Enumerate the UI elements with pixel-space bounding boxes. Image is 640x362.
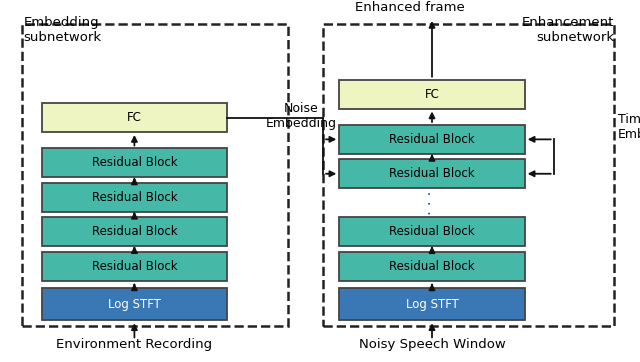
Text: FC: FC	[127, 111, 142, 124]
Text: Log STFT: Log STFT	[406, 298, 458, 311]
Text: Residual Block: Residual Block	[389, 167, 475, 180]
Text: Time & Freq'
Embedding: Time & Freq' Embedding	[618, 113, 640, 141]
Text: Residual Block: Residual Block	[389, 225, 475, 238]
FancyBboxPatch shape	[339, 217, 525, 246]
FancyBboxPatch shape	[42, 217, 227, 246]
Text: Residual Block: Residual Block	[92, 260, 177, 273]
Text: · · ·: · · ·	[424, 190, 440, 215]
Text: Residual Block: Residual Block	[389, 260, 475, 273]
Text: Residual Block: Residual Block	[92, 191, 177, 204]
FancyBboxPatch shape	[42, 103, 227, 132]
Text: Residual Block: Residual Block	[92, 156, 177, 169]
Text: Enhancement
subnetwork: Enhancement subnetwork	[522, 16, 614, 44]
Text: Enhanced frame: Enhanced frame	[355, 1, 465, 14]
Text: Residual Block: Residual Block	[389, 133, 475, 146]
FancyBboxPatch shape	[42, 252, 227, 281]
Text: Environment Recording: Environment Recording	[56, 338, 212, 351]
FancyBboxPatch shape	[339, 159, 525, 188]
FancyBboxPatch shape	[339, 288, 525, 320]
Text: Residual Block: Residual Block	[92, 225, 177, 238]
Text: Log STFT: Log STFT	[108, 298, 161, 311]
Text: Noise
Embedding: Noise Embedding	[266, 102, 336, 130]
FancyBboxPatch shape	[339, 252, 525, 281]
FancyBboxPatch shape	[339, 125, 525, 154]
Text: Noisy Speech Window: Noisy Speech Window	[358, 338, 506, 351]
FancyBboxPatch shape	[42, 288, 227, 320]
FancyBboxPatch shape	[42, 148, 227, 177]
Text: Embedding
subnetwork: Embedding subnetwork	[24, 16, 102, 44]
FancyBboxPatch shape	[42, 183, 227, 212]
FancyBboxPatch shape	[339, 80, 525, 109]
Text: FC: FC	[424, 88, 440, 101]
